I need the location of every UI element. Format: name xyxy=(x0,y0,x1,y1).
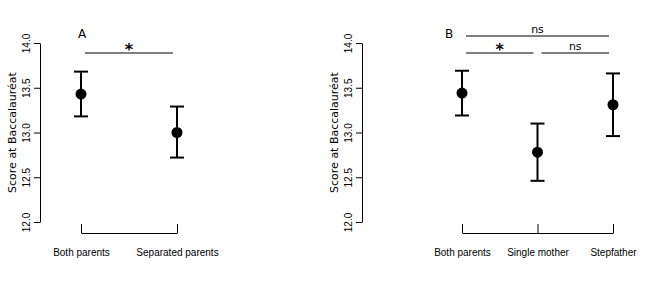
y-tick-mark xyxy=(34,133,40,134)
x-tick: Both parents xyxy=(53,224,110,258)
error-cap-upper xyxy=(531,123,545,125)
x-tick: Separated parents xyxy=(136,224,218,258)
y-tick-mark xyxy=(356,88,362,89)
y-tick-label: 13.5 xyxy=(343,78,354,98)
panel-title: A xyxy=(78,27,87,41)
y-axis: 12.0 12.5 13.0 13.5 14.0 xyxy=(21,33,41,232)
y-tick-mark xyxy=(356,133,362,134)
x-axis: Both parents Single mother Stepfather xyxy=(434,224,637,258)
chart-root: 12.0 12.5 13.0 13.5 14.0 Score at Baccalauréa… xyxy=(0,0,650,282)
y-tick-label: 13.0 xyxy=(21,123,32,143)
y-tick-mark xyxy=(356,177,362,178)
y-tick-mark xyxy=(34,177,40,178)
panel-title: B xyxy=(445,27,453,41)
x-axis-line xyxy=(82,233,178,234)
point xyxy=(532,147,543,158)
y-tick: 13.5 xyxy=(21,78,40,98)
y-tick: 12.0 xyxy=(343,212,362,232)
y-tick: 14.0 xyxy=(21,33,40,53)
y-tick: 13.0 xyxy=(343,123,362,143)
x-tick-mark xyxy=(81,224,82,233)
y-tick-label: 12.0 xyxy=(21,212,32,232)
x-axis-line xyxy=(463,233,614,234)
point xyxy=(172,127,183,138)
marks xyxy=(74,72,184,158)
y-tick: 12.5 xyxy=(21,168,40,188)
x-tick: Both parents xyxy=(434,224,491,258)
error-cap-lower xyxy=(455,114,469,116)
y-tick-label: 14.0 xyxy=(21,33,32,53)
error-cap-lower xyxy=(170,157,184,159)
y-tick: 12.0 xyxy=(21,212,40,232)
error-cap-lower xyxy=(606,135,620,137)
error-cap-upper xyxy=(455,70,469,72)
error-cap-upper xyxy=(170,106,184,108)
y-tick: 13.0 xyxy=(21,123,40,143)
x-tick-label: Single mother xyxy=(507,247,569,258)
x-tick-mark xyxy=(538,224,539,233)
point xyxy=(457,88,468,99)
error-cap-upper xyxy=(606,72,620,74)
error-cap-lower xyxy=(531,180,545,182)
x-tick-label: Both parents xyxy=(53,247,110,258)
y-tick: 13.5 xyxy=(343,78,362,98)
y-tick-mark xyxy=(356,222,362,223)
y-tick-label: 14.0 xyxy=(343,33,354,53)
panel: 12.0 12.5 13.0 13.5 14.0 Score at Baccalauréa… xyxy=(6,27,219,258)
x-tick-label: Stepfather xyxy=(590,247,637,258)
x-tick-mark xyxy=(177,224,178,233)
point xyxy=(76,89,87,100)
y-tick-label: 13.5 xyxy=(21,78,32,98)
error-cap-upper xyxy=(74,71,88,73)
y-tick-mark xyxy=(34,43,40,44)
y-axis-title: Score at Baccalauréat xyxy=(6,71,19,193)
y-tick-mark xyxy=(34,222,40,223)
significance-label: * xyxy=(496,40,505,59)
panel: 12.0 12.5 13.0 13.5 14.0 Score at Baccalauréa… xyxy=(328,23,637,258)
x-tick-mark xyxy=(613,224,614,233)
y-tick-label: 12.5 xyxy=(343,168,354,188)
y-tick-mark xyxy=(34,88,40,89)
y-tick: 14.0 xyxy=(343,33,362,53)
x-tick-label: Separated parents xyxy=(136,247,218,258)
point xyxy=(608,99,619,110)
y-axis-line xyxy=(362,44,363,223)
y-axis-line xyxy=(40,44,41,223)
x-tick: Single mother xyxy=(507,224,569,258)
y-axis: 12.0 12.5 13.0 13.5 14.0 xyxy=(343,33,363,232)
y-tick-label: 13.0 xyxy=(343,123,354,143)
x-axis: Both parents Separated parents xyxy=(53,224,219,258)
x-tick: Stepfather xyxy=(590,224,637,258)
y-tick-label: 12.0 xyxy=(343,212,354,232)
significance-label: * xyxy=(125,40,134,59)
marks xyxy=(455,71,620,181)
y-tick: 12.5 xyxy=(343,168,362,188)
y-axis-title: Score at Baccalauréat xyxy=(328,71,341,193)
y-tick-label: 12.5 xyxy=(21,168,32,188)
significance-label: ns xyxy=(531,23,544,36)
y-tick-mark xyxy=(356,43,362,44)
significance-label: ns xyxy=(569,40,582,53)
x-tick-mark xyxy=(462,224,463,233)
error-cap-lower xyxy=(74,115,88,117)
x-tick-label: Both parents xyxy=(434,247,491,258)
